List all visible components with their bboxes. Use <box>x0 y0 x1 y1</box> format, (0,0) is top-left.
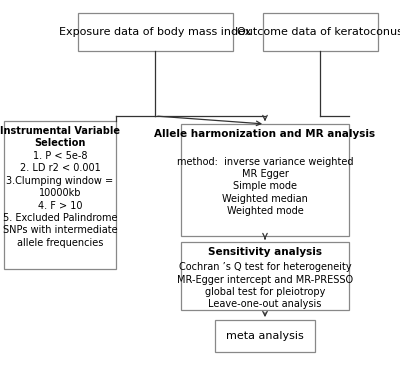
Text: meta analysis: meta analysis <box>226 331 304 341</box>
Text: Allele harmonization and MR analysis: Allele harmonization and MR analysis <box>154 129 376 139</box>
Text: Instrumental Variable
Selection: Instrumental Variable Selection <box>0 126 120 148</box>
Text: Sensitivity analysis: Sensitivity analysis <box>208 247 322 257</box>
Text: Outcome data of keratoconus: Outcome data of keratoconus <box>237 27 400 37</box>
Bar <box>78 13 232 51</box>
Bar <box>215 320 315 352</box>
Bar <box>181 242 349 310</box>
Text: method:  inverse variance weighted
MR Egger
Simple mode
Weighted median
Weighted: method: inverse variance weighted MR Egg… <box>177 144 353 216</box>
Text: Exposure data of body mass index: Exposure data of body mass index <box>59 27 251 37</box>
Bar <box>4 121 116 269</box>
Text: Cochran ’s Q test for heterogeneity
MR-Egger intercept and MR-PRESSO
global test: Cochran ’s Q test for heterogeneity MR-E… <box>177 262 353 309</box>
Text: 1. P < 5e-8
2. LD r2 < 0.001
3.Clumping window =
10000kb
4. F > 10
5. Excluded P: 1. P < 5e-8 2. LD r2 < 0.001 3.Clumping … <box>3 151 117 248</box>
Bar <box>262 13 378 51</box>
Bar <box>181 124 349 236</box>
